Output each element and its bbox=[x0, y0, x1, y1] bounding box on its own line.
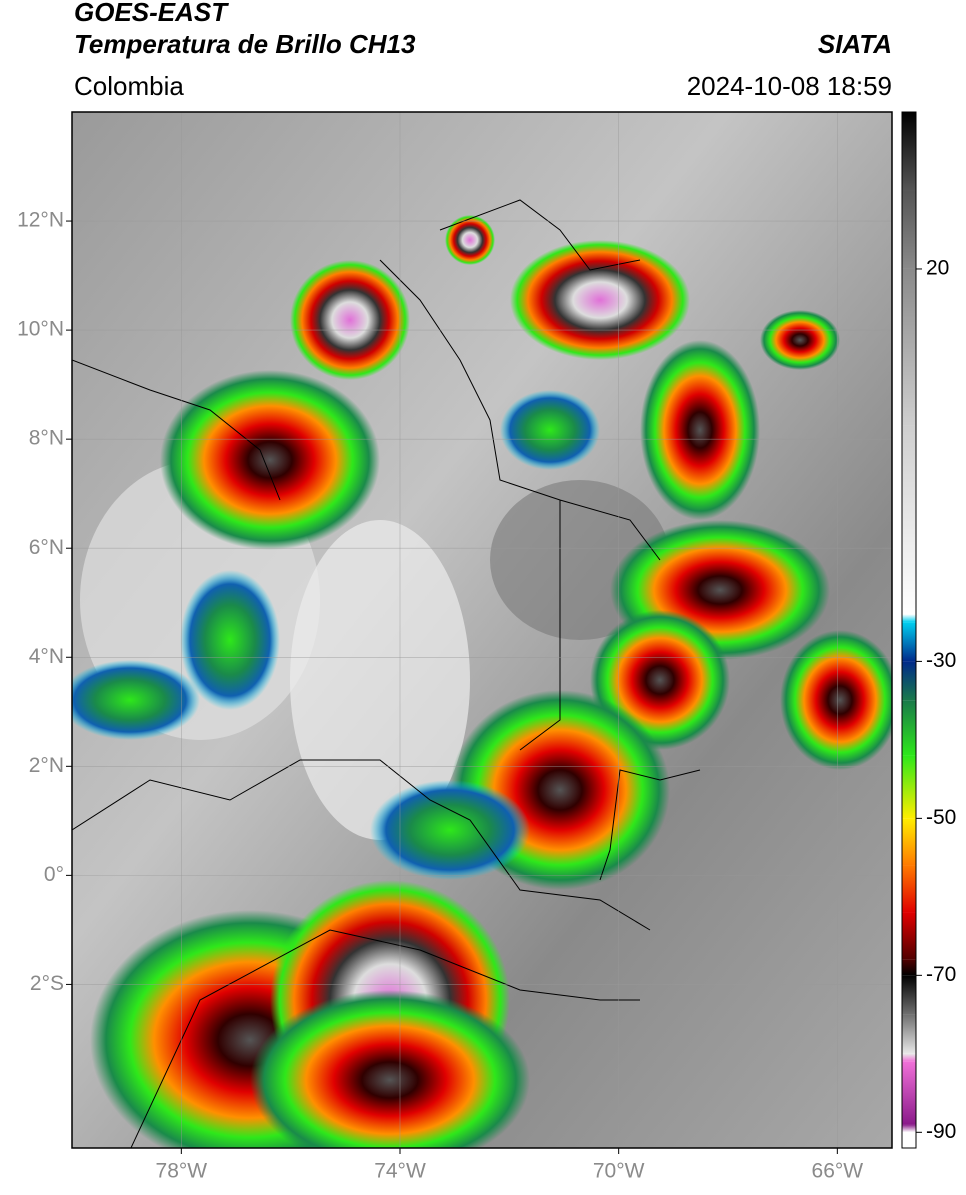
colorbar-tick-label: -70 bbox=[926, 963, 956, 986]
x-tick-label: 78°W bbox=[156, 1160, 208, 1183]
satellite-image bbox=[72, 112, 892, 1148]
y-tick-label: 0° bbox=[44, 863, 64, 886]
colorbar-segment bbox=[902, 614, 916, 623]
colorbar-frame bbox=[901, 111, 917, 1149]
colorbar-segment bbox=[902, 975, 916, 1015]
title: GOES-EAST bbox=[74, 0, 229, 27]
colorbar-segment bbox=[902, 755, 916, 819]
colorbar-tick-label: -30 bbox=[926, 649, 956, 672]
y-tick-label: 4°N bbox=[29, 645, 64, 668]
colorbar-segment bbox=[902, 959, 916, 976]
y-tick-label: 12°N bbox=[17, 209, 64, 232]
subtitle: Temperatura de Brillo CH13 bbox=[74, 29, 416, 59]
colorbar-segment bbox=[902, 1132, 916, 1148]
y-tick-label: 2°N bbox=[29, 754, 64, 777]
colorbar-segment bbox=[902, 661, 916, 701]
colorbar-tick-label: -50 bbox=[926, 806, 956, 829]
colorbar-segment bbox=[902, 268, 916, 426]
x-tick-label: 70°W bbox=[593, 1160, 645, 1183]
x-tick-label: 74°W bbox=[374, 1160, 426, 1183]
colorbar-segment bbox=[902, 700, 916, 756]
grid bbox=[72, 112, 892, 1148]
colorbar-tick-label: 20 bbox=[926, 257, 949, 280]
colorbar-segment bbox=[902, 425, 916, 615]
colorbar: 20 -30 -50 -70 -90 bbox=[901, 111, 956, 1149]
y-tick-label: 2°S bbox=[30, 972, 64, 995]
map-frame bbox=[71, 111, 893, 1149]
datetime: 2024-10-08 18:59 bbox=[687, 71, 892, 101]
y-tick-label: 10°N bbox=[17, 318, 64, 341]
source: SIATA bbox=[818, 29, 892, 59]
y-tick-label: 6°N bbox=[29, 536, 64, 559]
borders bbox=[72, 199, 701, 1148]
colorbar-segment bbox=[902, 1061, 916, 1125]
region: Colombia bbox=[74, 71, 184, 101]
colorbar-segment bbox=[902, 865, 916, 913]
colorbar-segment bbox=[902, 1124, 916, 1133]
x-tick-label: 66°W bbox=[812, 1160, 864, 1183]
colorbar-segment bbox=[902, 190, 916, 269]
colorbar-tick-label: -90 bbox=[926, 1120, 956, 1143]
colorbar-segment bbox=[902, 818, 916, 866]
colorbar-segment bbox=[902, 1014, 916, 1054]
colorbar-segment bbox=[902, 112, 916, 191]
colorbar-segment bbox=[902, 1053, 916, 1062]
y-tick-label: 8°N bbox=[29, 427, 64, 450]
colorbar-segment bbox=[902, 622, 916, 662]
colorbar-segment bbox=[902, 912, 916, 960]
